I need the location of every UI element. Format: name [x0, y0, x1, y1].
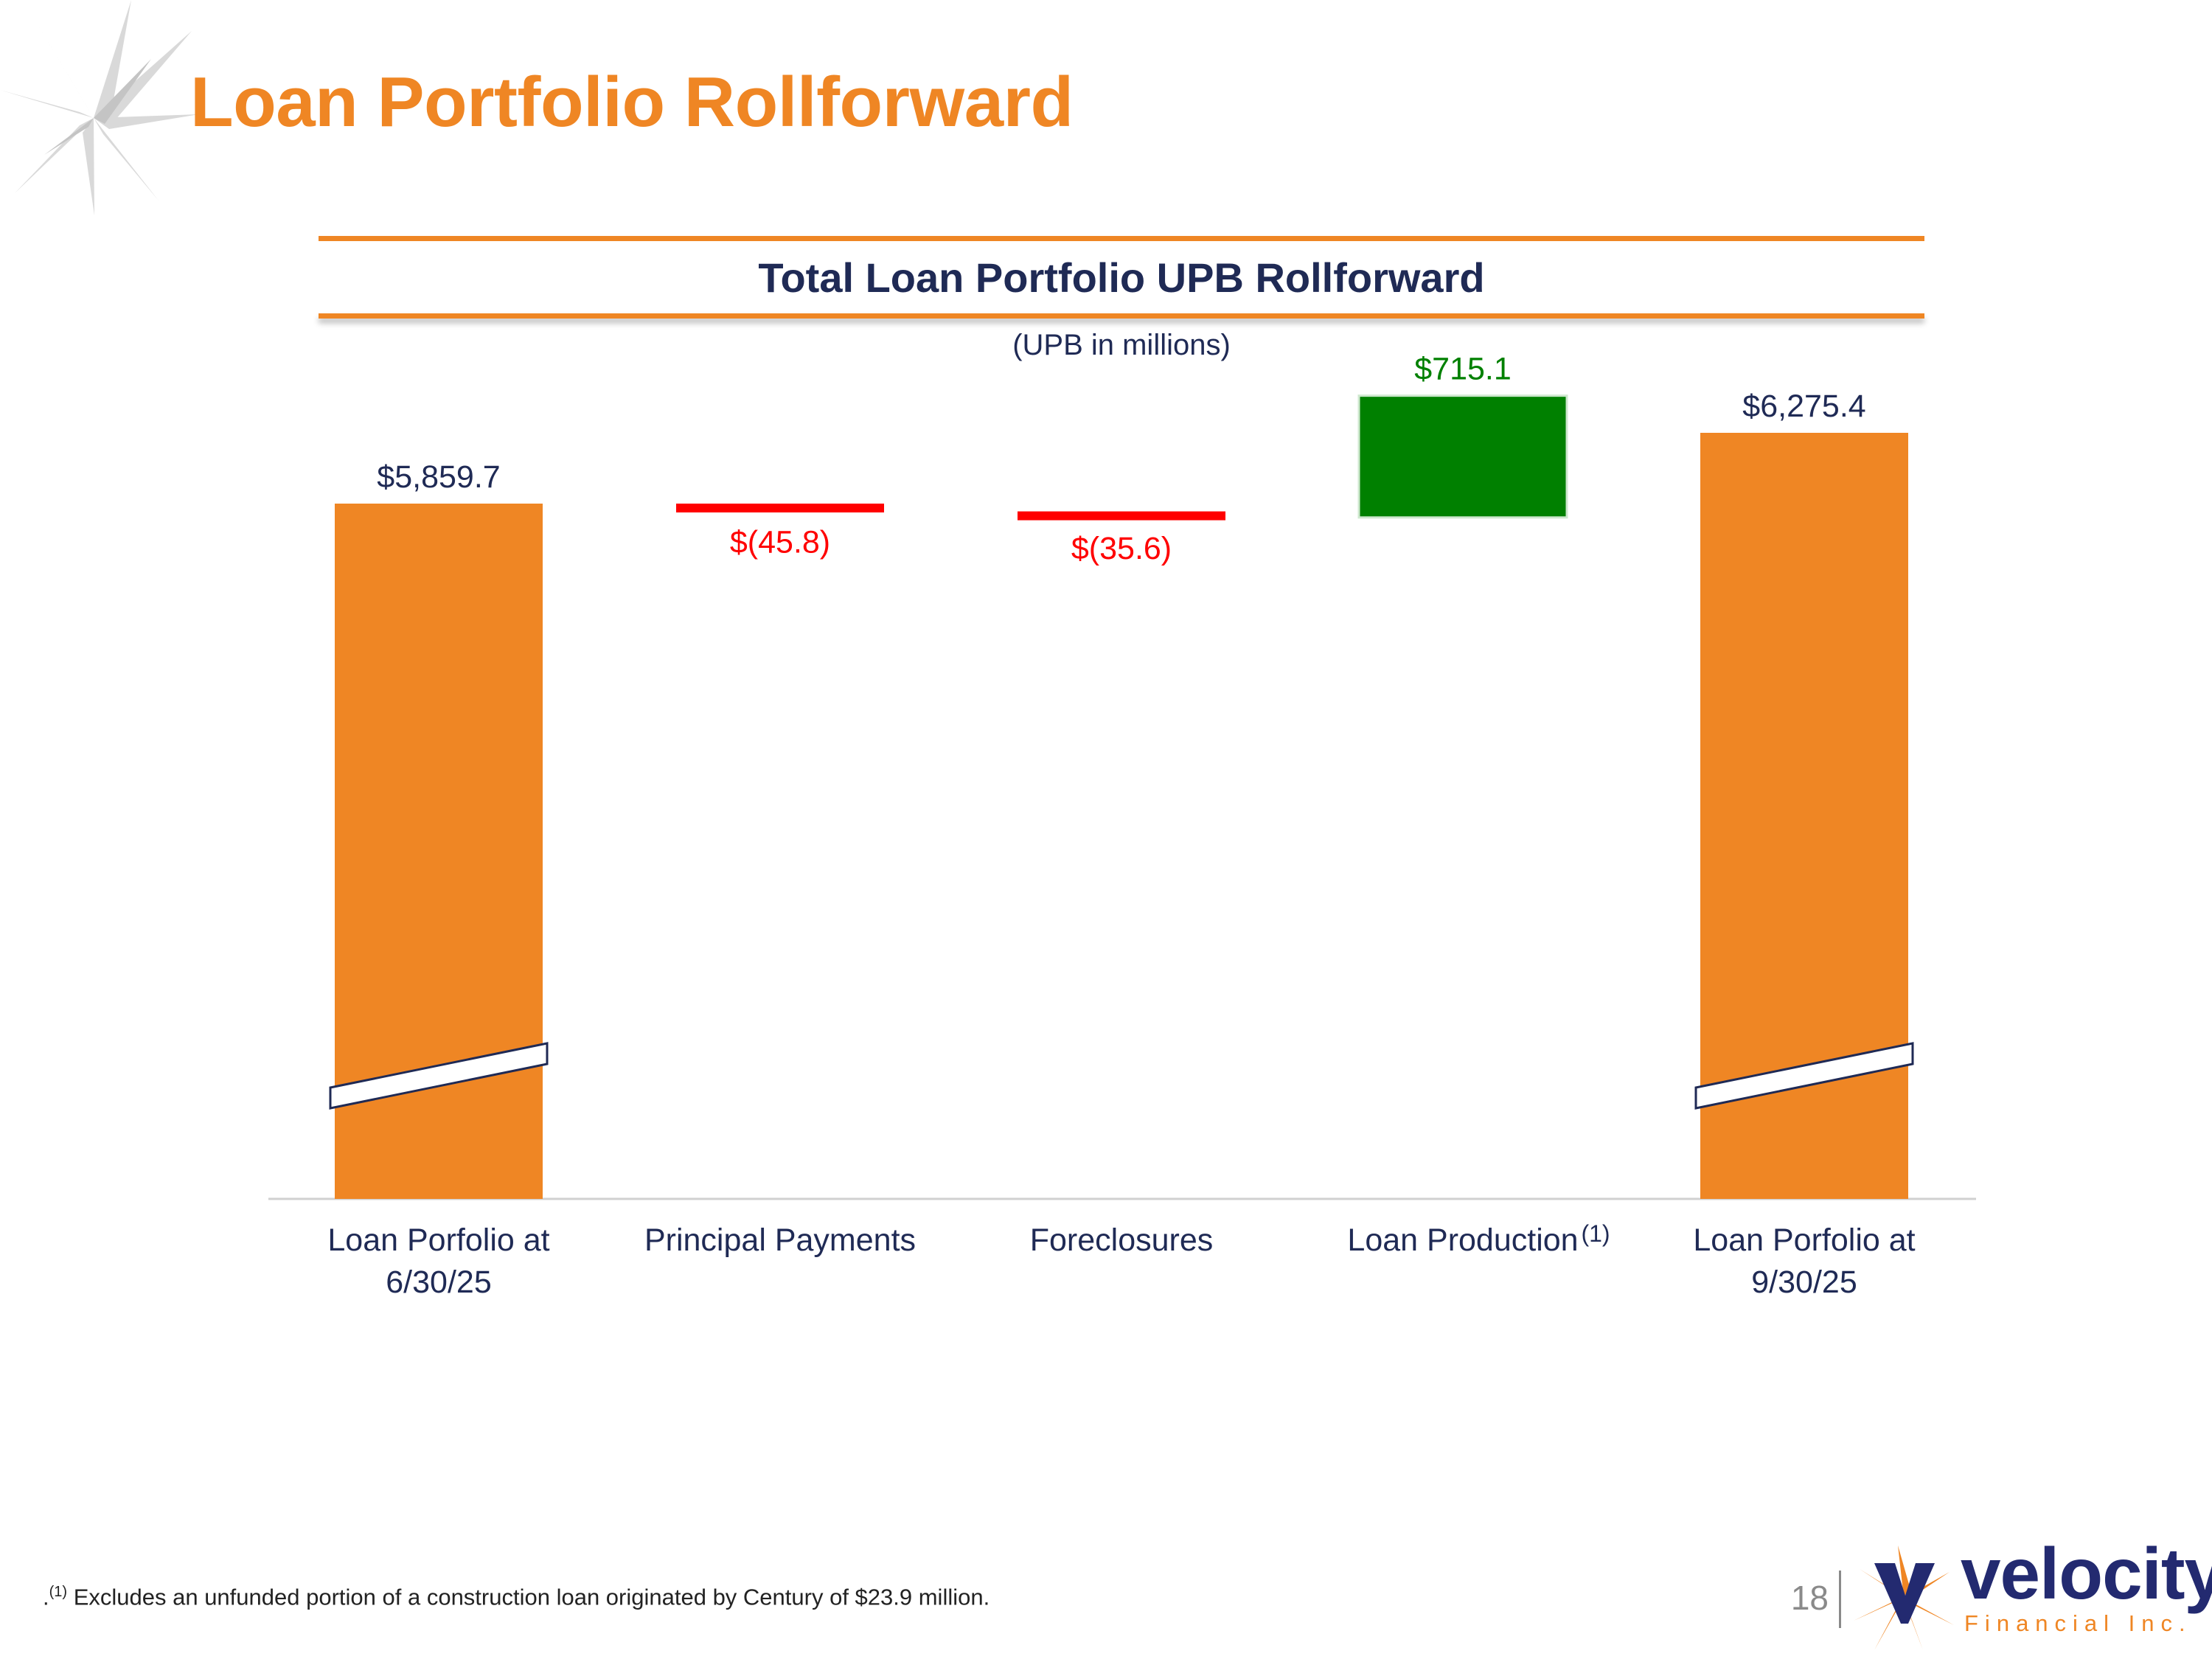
- category-label-1-line2: 6/30/25: [386, 1265, 491, 1300]
- category-label-2: Principal Payments: [644, 1222, 916, 1258]
- logo-star-icon: [1854, 1545, 1954, 1650]
- company-logo: velocity Financial Inc.: [1852, 1533, 2212, 1653]
- title-rule-bottom: [319, 313, 1924, 319]
- data-label-1: $5,859.7: [377, 459, 500, 495]
- category-label-5-line2: 9/30/25: [1751, 1265, 1857, 1300]
- data-label-5: $6,275.4: [1742, 389, 1865, 424]
- data-label-4: $715.1: [1414, 352, 1512, 387]
- page-title: Loan Portfolio Rollforward: [190, 63, 1074, 142]
- axis-break-5: [1694, 1042, 1914, 1110]
- logo-wordmark: velocity: [1961, 1533, 2212, 1614]
- category-label-5: Loan Porfolio at: [1693, 1222, 1915, 1258]
- page-number: 18: [1790, 1579, 1829, 1617]
- logo-tagline: Financial Inc.: [1964, 1610, 2192, 1636]
- bar-2: [676, 504, 884, 512]
- category-footnote-4: (1): [1581, 1220, 1610, 1247]
- footnote-text: Excludes an unfunded portion of a constr…: [73, 1584, 990, 1610]
- data-label-2: $(45.8): [730, 525, 830, 560]
- category-label-4: Loan Production: [1347, 1222, 1578, 1258]
- category-label-3: Foreclosures: [1030, 1222, 1214, 1258]
- data-label-3: $(35.6): [1071, 531, 1172, 566]
- chart-title: Total Loan Portfolio UPB Rollforward: [758, 254, 1485, 301]
- title-rule-top: [319, 236, 1924, 241]
- bar-3: [1018, 511, 1225, 521]
- chart-subtitle: (UPB in millions): [1012, 329, 1231, 361]
- star-burst-icon: [0, 0, 199, 215]
- category-label-1: Loan Porfolio at: [327, 1222, 549, 1258]
- footnote: .(1) Excludes an unfunded portion of a c…: [43, 1584, 990, 1610]
- bar-4: [1357, 394, 1568, 519]
- axis-break-1: [329, 1042, 549, 1110]
- page-divider: [1839, 1571, 1841, 1628]
- footnote-marker: (1): [49, 1584, 68, 1600]
